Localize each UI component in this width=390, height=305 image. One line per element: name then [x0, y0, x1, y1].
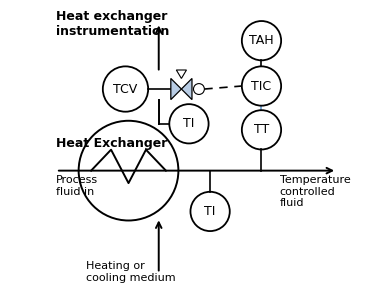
- Text: Heat exchanger
instrumentation: Heat exchanger instrumentation: [56, 10, 169, 38]
- Text: Process
fluid in: Process fluid in: [56, 175, 98, 197]
- Polygon shape: [176, 70, 186, 78]
- Text: Heating or
cooling medium: Heating or cooling medium: [86, 261, 176, 283]
- Text: TAH: TAH: [249, 34, 274, 47]
- Text: TCV: TCV: [113, 83, 138, 95]
- Text: TIC: TIC: [252, 80, 271, 92]
- Polygon shape: [171, 78, 181, 100]
- Text: TT: TT: [254, 123, 269, 136]
- Text: TI: TI: [204, 205, 216, 218]
- Text: Temperature
controlled
fluid: Temperature controlled fluid: [280, 175, 350, 208]
- Text: TI: TI: [183, 117, 195, 130]
- Text: Heat Exchanger: Heat Exchanger: [56, 137, 167, 150]
- Polygon shape: [181, 78, 192, 100]
